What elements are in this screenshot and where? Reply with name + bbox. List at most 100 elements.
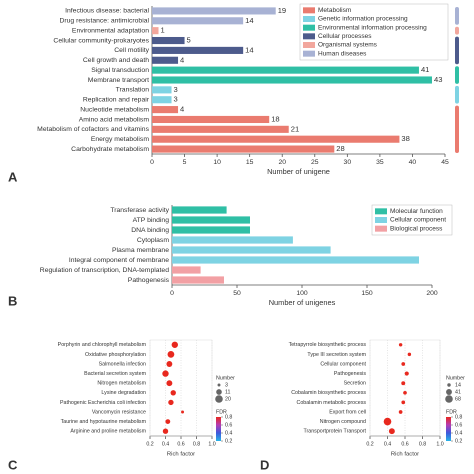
- y-tick-label: Regulation of transcription, DNA-templat…: [40, 267, 169, 274]
- y-tick-label: Cell growth and death: [83, 57, 149, 64]
- panel-label: C: [8, 457, 18, 472]
- size-legend-marker: [447, 383, 451, 387]
- legend-label: Genetic information processing: [318, 16, 408, 23]
- bar: [172, 206, 227, 214]
- y-tick-label: Type III secretion system: [307, 352, 366, 358]
- legend-label: Organismal systems: [318, 42, 378, 49]
- legend-label: Environmental information processing: [318, 24, 427, 31]
- size-legend-label: 11: [225, 389, 231, 395]
- bar: [152, 145, 335, 153]
- y-tick-label: Oxidative phosphorylation: [85, 352, 146, 358]
- data-label: 18: [271, 114, 279, 123]
- y-tick-label: Pathogenesis: [128, 277, 170, 284]
- plot-frame: [149, 339, 213, 437]
- x-tick-label: 0: [150, 159, 154, 166]
- x-tick-label: 1.0: [208, 441, 215, 447]
- y-tick-label: Vancomycin resistance: [92, 409, 146, 415]
- x-axis-title: Number of unigene: [267, 167, 330, 176]
- x-tick-label: 0.6: [177, 441, 184, 447]
- bubble: [401, 381, 406, 386]
- colorbar-label: 0.6: [455, 422, 462, 428]
- legend-swatch: [303, 50, 315, 57]
- bubble: [401, 400, 406, 405]
- y-tick-label: Nucleotide metabolism: [80, 106, 149, 113]
- size-legend-title: Number: [216, 375, 235, 381]
- color-legend-title: FDR: [446, 409, 457, 415]
- bar: [172, 276, 224, 284]
- bubble: [181, 410, 185, 414]
- bar: [172, 266, 201, 274]
- size-legend-marker: [446, 389, 452, 395]
- panel-label: B: [8, 293, 17, 308]
- x-tick-label: 0.8: [193, 441, 200, 447]
- size-legend-marker: [217, 383, 221, 387]
- bar: [172, 226, 250, 234]
- y-tick-label: Transportprotein Transport: [303, 429, 366, 435]
- y-tick-label: Secretion: [344, 381, 366, 387]
- y-tick-label: Replication and repair: [83, 97, 150, 104]
- bubble: [407, 352, 412, 357]
- y-tick-label: Nitrogen metabolism: [97, 381, 146, 387]
- y-tick-label: Integral component of membrane: [69, 257, 169, 264]
- legend-label: Cellular component: [390, 217, 446, 224]
- bar: [152, 86, 172, 94]
- data-label: 14: [245, 16, 253, 25]
- legend-swatch: [375, 225, 387, 232]
- colorbar: [216, 417, 221, 441]
- y-tick-label: DNA binding: [131, 227, 169, 234]
- size-legend-label: 41: [455, 389, 461, 395]
- x-tick-label: 0.2: [146, 441, 153, 447]
- size-legend-marker: [215, 395, 223, 403]
- bubble: [167, 351, 175, 358]
- size-legend-label: 20: [225, 396, 231, 402]
- bubble: [168, 399, 174, 406]
- legend-label: Molecular function: [390, 208, 443, 215]
- bar: [152, 115, 270, 124]
- legend-swatch: [303, 16, 315, 22]
- size-legend-marker: [445, 395, 453, 403]
- bubble: [388, 428, 395, 435]
- colorbar-label: 0.2: [455, 438, 462, 444]
- y-tick-label: Energy metabolism: [91, 136, 150, 143]
- bar: [152, 36, 185, 45]
- bubble: [170, 390, 176, 396]
- bar: [152, 56, 179, 64]
- x-tick-label: 200: [426, 290, 438, 297]
- group-bracket: [455, 7, 459, 25]
- group-bracket: [455, 26, 459, 35]
- data-label: 1: [161, 26, 165, 35]
- x-axis-title: Rich factor: [391, 452, 419, 458]
- y-tick-label: Metabolism of cofactors and vitamins: [37, 126, 149, 133]
- bubble: [404, 371, 409, 376]
- x-tick-label: 25: [311, 159, 319, 166]
- data-label: 43: [434, 75, 442, 84]
- y-tick-label: Pathogenesis: [334, 371, 366, 377]
- bar: [152, 17, 244, 25]
- bar: [152, 135, 400, 143]
- x-tick-label: 20: [278, 159, 286, 166]
- bubble: [171, 341, 178, 348]
- data-label: 3: [174, 85, 178, 94]
- y-tick-label: Cobalamin metabolic process: [297, 400, 367, 406]
- x-axis-title: Number of unigenes: [269, 298, 336, 307]
- bubble: [383, 417, 392, 426]
- colorbar-label: 0.2: [225, 438, 232, 444]
- group-bracket: [455, 85, 459, 104]
- data-label: 4: [180, 105, 184, 114]
- bar: [172, 256, 419, 264]
- legend-swatch: [303, 7, 315, 14]
- colorbar-label: 0.4: [455, 430, 462, 436]
- data-label: 28: [336, 144, 344, 153]
- x-tick-label: 150: [361, 290, 373, 297]
- y-tick-label: Signal transduction: [91, 67, 149, 74]
- x-tick-label: 0.4: [384, 441, 391, 447]
- colorbar-label: 0.4: [225, 430, 232, 436]
- bubble: [166, 361, 173, 367]
- x-tick-label: 40: [409, 159, 417, 166]
- group-bracket: [455, 36, 459, 65]
- legend-label: Biological process: [390, 225, 443, 232]
- x-tick-label: 0.8: [419, 441, 426, 447]
- legend-swatch: [375, 208, 387, 215]
- bar: [152, 27, 159, 35]
- legend-label: Metabolism: [318, 7, 351, 14]
